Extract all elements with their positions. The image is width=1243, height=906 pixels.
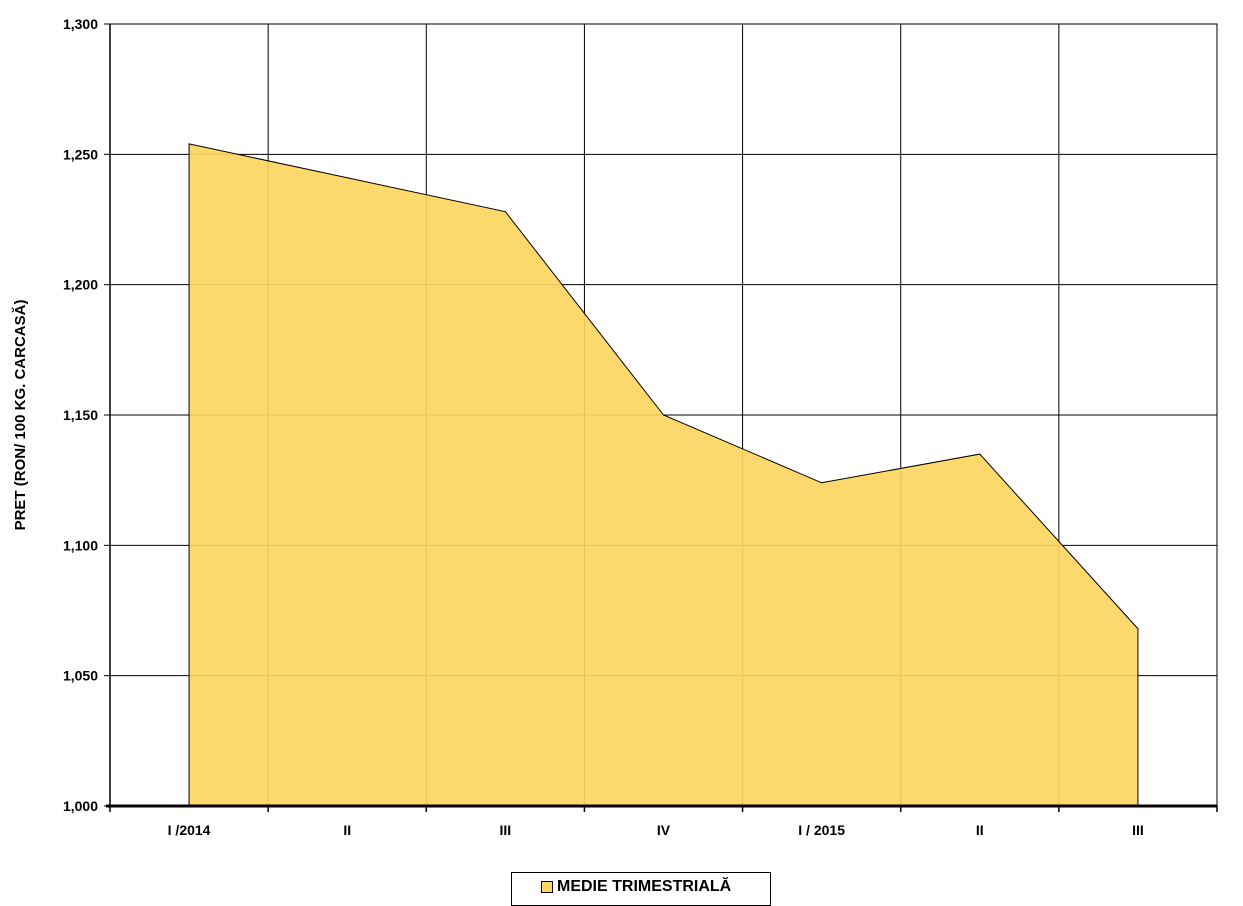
y-tick-label: 1,200	[63, 277, 98, 293]
y-tick-label: 1,100	[63, 537, 98, 553]
y-axis-label: PRET (RON/ 100 KG. CARCASĂ)	[12, 300, 29, 531]
area-fill	[188, 143, 1139, 807]
y-tick-label: 1,250	[63, 146, 98, 162]
x-tick-label: III	[1132, 822, 1144, 838]
x-tick-label: I /2014	[168, 822, 211, 838]
area-series	[188, 143, 1139, 807]
axes	[104, 23, 1218, 812]
data-point	[979, 453, 981, 455]
data-point	[1137, 628, 1139, 630]
legend-swatch	[541, 881, 553, 893]
data-point	[504, 211, 506, 213]
y-tick-label: 1,050	[63, 668, 98, 684]
x-tick-label: II	[976, 822, 984, 838]
data-point	[188, 143, 190, 145]
y-tick-label: 1,150	[63, 407, 98, 423]
x-tick-label: II	[343, 822, 351, 838]
data-point	[346, 177, 348, 179]
data-point	[663, 414, 664, 416]
y-tick-label: 1,300	[63, 16, 98, 32]
x-tick-label: IV	[657, 822, 671, 838]
legend: MEDIE TRIMESTRIALĂ	[511, 872, 771, 906]
data-point	[821, 482, 823, 484]
y-tick-label: 1,000	[63, 798, 98, 814]
x-tick-label: III	[500, 822, 512, 838]
legend-label: MEDIE TRIMESTRIALĂ	[557, 878, 732, 895]
x-tick-label: I / 2015	[798, 822, 845, 838]
tick-labels: 1,000 1,050 1,100 1,150 1,200 1,250 1,300 I /20…	[63, 16, 1144, 838]
